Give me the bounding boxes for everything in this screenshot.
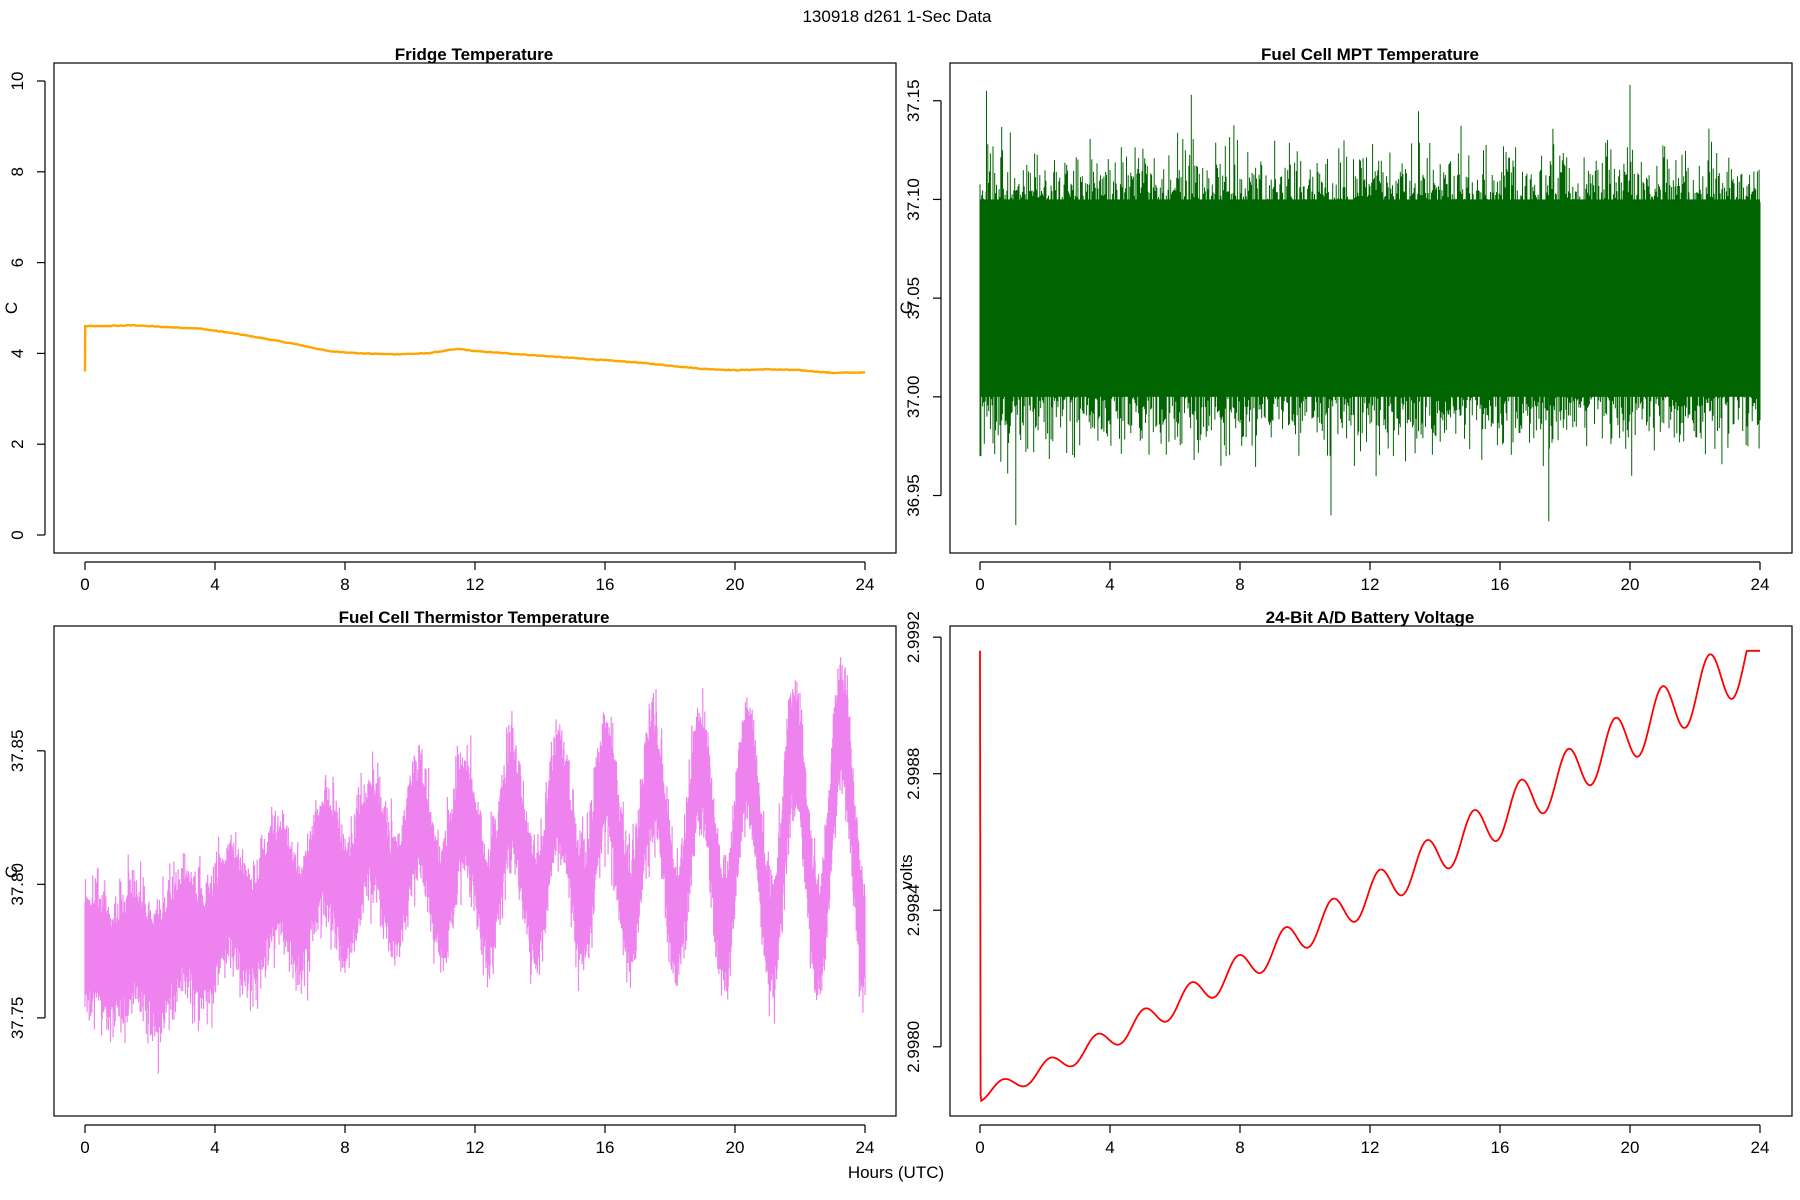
series-line [979,649,1760,1103]
y-tick-label: 8 [8,167,27,176]
x-tick-label: 16 [596,1138,615,1157]
y-tick-label: 2 [8,439,27,448]
x-tick-label: 12 [466,1138,485,1157]
x-tick-label: 20 [726,1138,745,1157]
y-tick-label: 36.95 [904,474,923,517]
axes: 0 4 8 12 16 20 24 37.75 37.80 37.85 [8,625,897,1157]
y-axis-label: C [2,302,21,314]
noise-band [84,657,866,1074]
plot-marks [979,84,1761,526]
x-tick-label: 8 [1235,575,1244,594]
y-tick-label: 0 [8,530,27,539]
panel-battery-voltage: 24-Bit A/D Battery Voltage volts 0 4 8 12 16… [897,608,1793,1157]
x-tick-label: 16 [1491,1138,1510,1157]
x-tick-label: 8 [1235,1138,1244,1157]
x-tick-label: 24 [1751,575,1770,594]
y-tick-label: 6 [8,258,27,267]
y-tick-label: 37.10 [904,178,923,221]
x-tick-label: 12 [1361,575,1380,594]
y-axis-label: C [897,302,916,314]
y-tick-label: 37.00 [904,376,923,419]
y-axis-label: volts [897,855,916,890]
panel-title: Fridge Temperature [395,45,553,64]
x-tick-label: 4 [210,1138,219,1157]
x-tick-label: 24 [856,575,875,594]
x-tick-label: 0 [80,575,89,594]
y-tick-label: 4 [8,349,27,358]
panel-title: Fuel Cell MPT Temperature [1261,45,1479,64]
x-tick-label: 12 [466,575,485,594]
y-tick-label: 10 [8,72,27,91]
x-tick-label: 4 [210,575,219,594]
y-tick-label: 37.85 [8,730,27,773]
y-tick-label: 2.9984 [904,884,923,936]
panel-fuel-cell-thermistor-temperature: Fuel Cell Thermistor Temperature C 0 4 8 12… [2,608,897,1157]
x-tick-label: 0 [975,1138,984,1157]
y-tick-label: 2.9988 [904,748,923,800]
noise-spikes [979,84,1761,526]
plot-marks [83,323,866,375]
panel-title: Fuel Cell Thermistor Temperature [339,608,610,627]
axes: 0 4 8 12 16 20 24 2.9980 2.9984 2.9988 2.9992 [904,611,1793,1157]
plot-frame [949,625,1793,1117]
x-tick-label: 20 [1621,575,1640,594]
x-tick-label: 0 [80,1138,89,1157]
y-axis-label: C [2,866,21,878]
x-tick-label: 16 [596,575,615,594]
figure-suptitle: 130918 d261 1-Sec Data [802,7,992,26]
y-tick-label: 37.05 [904,277,923,320]
x-tick-label: 20 [726,575,745,594]
plot-frame [949,62,1793,554]
y-tick-label: 37.80 [8,863,27,906]
axes: 0 4 8 12 16 20 24 36.95 37.00 37.05 37.10 37.15 [904,62,1793,594]
x-tick-label: 4 [1105,575,1114,594]
x-tick-label: 16 [1491,575,1510,594]
plot-marks [84,657,866,1074]
plot-frame [53,625,897,1117]
common-x-axis-label: Hours (UTC) [848,1163,944,1182]
y-tick-label: 2.9980 [904,1021,923,1073]
y-tick-label: 37.15 [904,79,923,122]
x-tick-label: 20 [1621,1138,1640,1157]
plot-frame [53,62,897,554]
y-tick-label: 2.9992 [904,611,923,663]
x-tick-label: 8 [340,1138,349,1157]
x-tick-label: 8 [340,575,349,594]
x-tick-label: 12 [1361,1138,1380,1157]
panel-fuel-cell-mpt-temperature: Fuel Cell MPT Temperature C 0 4 8 12 16 20 24 3… [897,45,1793,594]
x-tick-label: 4 [1105,1138,1114,1157]
series-line [83,323,866,375]
y-tick-label: 37.75 [8,997,27,1040]
panel-title: 24-Bit A/D Battery Voltage [1266,608,1475,627]
x-tick-label: 0 [975,575,984,594]
plot-marks [979,649,1760,1103]
x-tick-label: 24 [856,1138,875,1157]
x-tick-label: 24 [1751,1138,1770,1157]
